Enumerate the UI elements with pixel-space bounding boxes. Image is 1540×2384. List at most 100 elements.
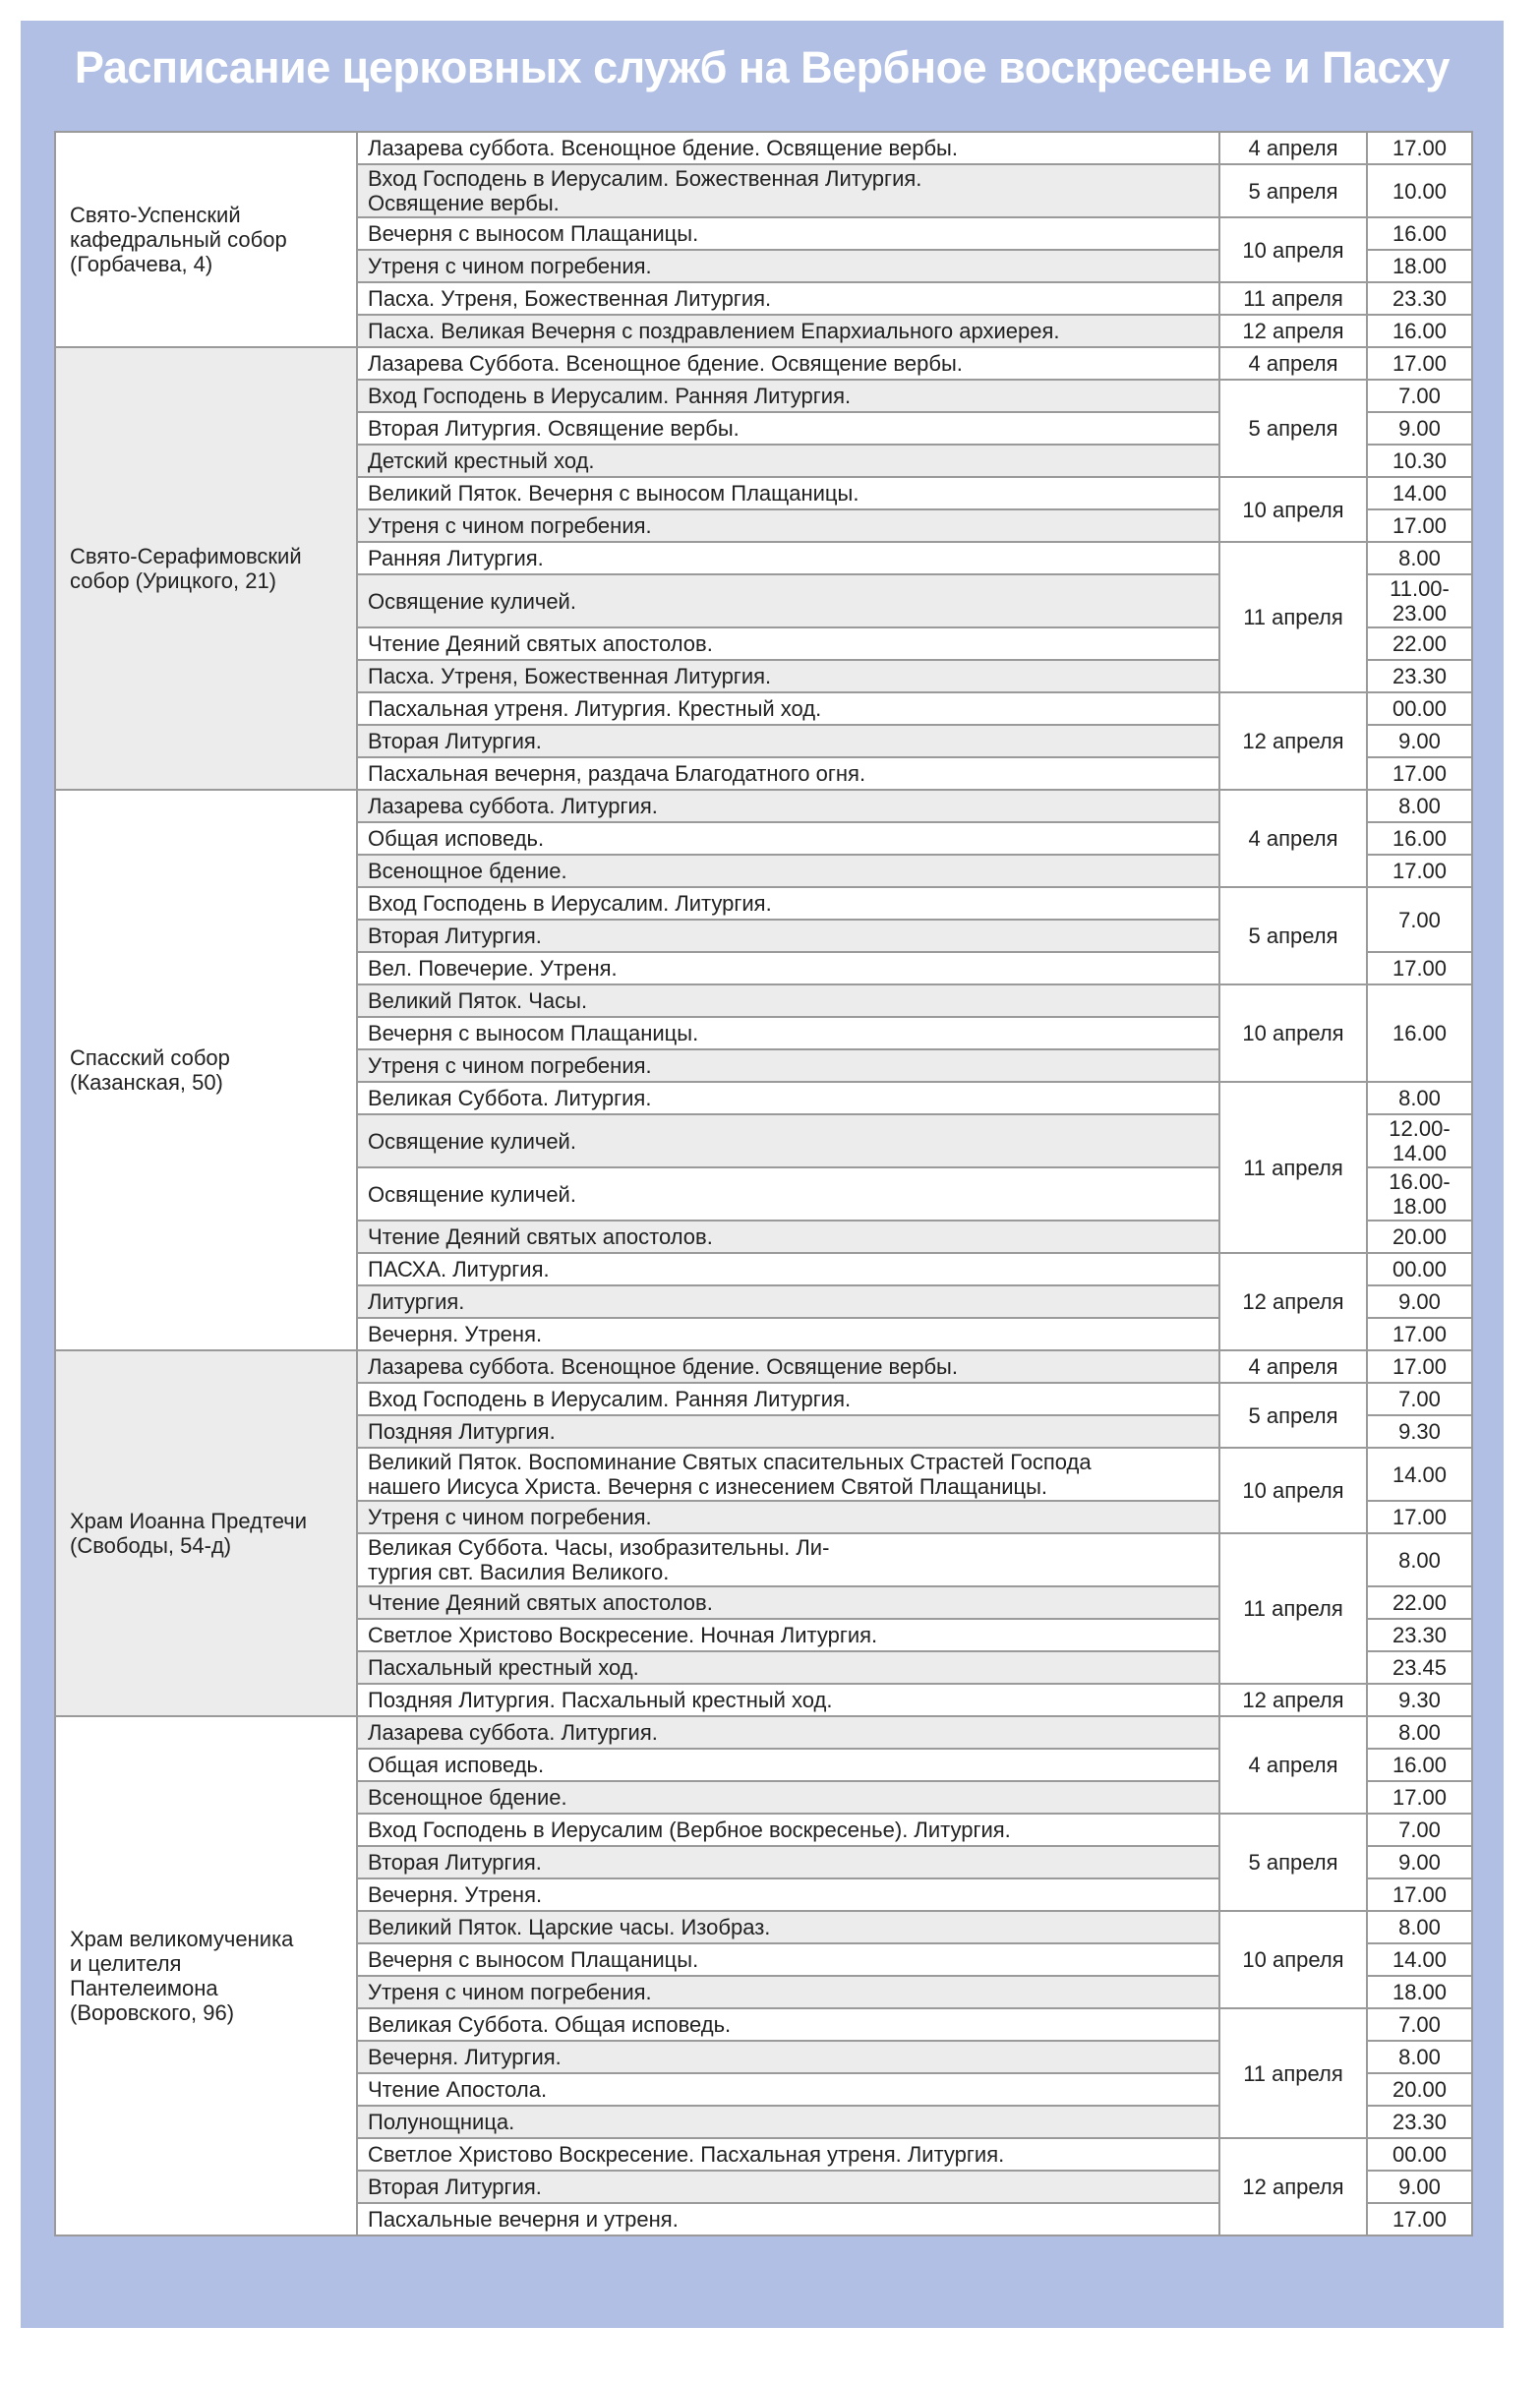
service-name: Вход Господень в Иерусалим. Литургия. xyxy=(356,886,1220,921)
service-time: 10.30 xyxy=(1366,444,1473,478)
service-time: 9.00 xyxy=(1366,411,1473,446)
schedule-row: Вторая Литургия. 9.00 xyxy=(55,1845,1473,1879)
service-date: 11 апреля xyxy=(1218,1532,1368,1685)
service-time: 00.00 xyxy=(1366,691,1473,726)
service-name: Освящение куличей. xyxy=(356,1113,1220,1168)
service-name: Всенощное бдение. xyxy=(356,1780,1220,1815)
service-name: Утреня с чином погребения. xyxy=(356,1975,1220,2009)
service-name: Чтение Деяний святых апостолов. xyxy=(356,1220,1220,1254)
service-name: Утреня с чином погребения. xyxy=(356,508,1220,543)
schedule-row: Светлое Христово Воскресение. Пасхальная… xyxy=(55,2137,1473,2236)
schedule-row: Всенощное бдение. 17.00 xyxy=(55,1780,1473,1815)
service-name: Общая исповедь. xyxy=(356,1748,1220,1782)
service-name: Ранняя Литургия. xyxy=(356,541,1220,575)
service-time: 17.00 xyxy=(1366,2202,1473,2236)
service-date: 12 апреля xyxy=(1218,1252,1368,1351)
service-name: Литургия. xyxy=(356,1284,1220,1319)
service-name: Пасхальный крестный ход. xyxy=(356,1650,1220,1685)
schedule-row: Чтение Деяний святых апостолов. 22.00 xyxy=(55,1585,1473,1620)
service-name: Общая исповедь. xyxy=(356,821,1220,856)
schedule-row: Вход Господень в Иерусалим. Божественная… xyxy=(55,163,1473,218)
service-name: Чтение Деяний святых апостолов. xyxy=(356,626,1220,661)
service-time: 16.00- 18.00 xyxy=(1366,1166,1473,1222)
service-date: 10 апреля xyxy=(1218,1910,1368,2009)
service-time: 12.00- 14.00 xyxy=(1366,1113,1473,1168)
service-name: Вечерня с выносом Плащаницы. xyxy=(356,1016,1220,1050)
service-name: Пасхальная вечерня, раздача Благодатного… xyxy=(356,756,1220,791)
schedule-row: Храм великомученика и целителя Пантелеим… xyxy=(54,1715,1473,2236)
schedule-row: Вечерня с выносом Плащаницы. 10 апреля 16.… xyxy=(55,216,1473,283)
schedule-row: Полунощница. 23.30 xyxy=(55,2105,1473,2139)
service-time: 11.00- 23.00 xyxy=(1366,573,1473,628)
schedule-row: Храм Иоанна Предтечи (Свободы, 54-д) Лаза… xyxy=(54,1349,1473,1717)
service-name: Великий Пяток. Царские часы. Изобраз. xyxy=(356,1910,1220,1944)
title: Расписание церковных служб на Вербное во… xyxy=(74,42,1451,92)
schedule-row: Вечерня. Утреня. 17.00 xyxy=(55,1317,1473,1351)
service-name: Освящение куличей. xyxy=(356,1166,1220,1222)
service-name: Вечерня. Утреня. xyxy=(356,1317,1220,1351)
service-date: 12 апреля xyxy=(1218,314,1368,348)
service-date: 5 апреля xyxy=(1218,1813,1368,1912)
service-time: 9.30 xyxy=(1366,1683,1473,1717)
service-date: 5 апреля xyxy=(1218,379,1368,478)
service-name: Чтение Деяний святых апостолов. xyxy=(356,1585,1220,1620)
service-name: Поздняя Литургия. Пасхальный крестный хо… xyxy=(356,1683,1220,1717)
service-name: Полунощница. xyxy=(356,2105,1220,2139)
schedule-row: Освящение куличей. 12.00- 14.00 xyxy=(55,1113,1473,1168)
service-time: 7.00 xyxy=(1366,379,1473,413)
schedule-row: Вторая Литургия. Освящение вербы. 9.00 xyxy=(55,411,1473,446)
service-time: 9.00 xyxy=(1366,1845,1473,1879)
service-time: 10.00 xyxy=(1366,163,1473,218)
service-name: Пасхальные вечерня и утреня. xyxy=(356,2202,1220,2236)
schedule-row: Пасхальная вечерня, раздача Благодатного… xyxy=(55,756,1473,791)
service-name: Чтение Апостола. xyxy=(356,2072,1220,2107)
schedule-row: Всенощное бдение. 17.00 xyxy=(55,854,1473,888)
service-time: 14.00 xyxy=(1366,1942,1473,1977)
service-time: 23.45 xyxy=(1366,1650,1473,1685)
service-name: Великая Суббота. Часы, изобразительны. Л… xyxy=(356,1532,1220,1587)
service-time: 23.30 xyxy=(1366,2105,1473,2139)
service-time: 8.00 xyxy=(1366,1715,1473,1750)
service-name: Великая Суббота. Общая исповедь. xyxy=(356,2007,1220,2042)
service-name: Вход Господень в Иерусалим. Ранняя Литур… xyxy=(356,1382,1220,1416)
service-name: Лазарева суббота. Литургия. xyxy=(356,789,1220,823)
service-time: 14.00 xyxy=(1366,1447,1473,1502)
service-name: Великий Пяток. Часы. xyxy=(356,983,1220,1018)
service-name: Вход Господень в Иерусалим (Вербное воск… xyxy=(356,1813,1220,1847)
service-time: 20.00 xyxy=(1366,1220,1473,1254)
schedule-row: Свято-Успенский кафедральный собор (Горб… xyxy=(54,131,1473,348)
service-date: 4 апреля xyxy=(1218,346,1368,381)
service-time: 8.00 xyxy=(1366,1532,1473,1587)
service-time: 16.00 xyxy=(1366,216,1473,251)
service-time: 18.00 xyxy=(1366,1975,1473,2009)
schedule-row: Спасский собор (Казанская, 50) Лазарева с… xyxy=(54,789,1473,1351)
service-time: 9.00 xyxy=(1366,1284,1473,1319)
church-name: Свято-Серафимовский собор (Урицкого, 21) xyxy=(54,346,358,791)
schedule-row: Вечерня с выносом Плащаницы. 14.00 xyxy=(55,1942,1473,1977)
service-name: Пасхальная утреня. Литургия. Крестный хо… xyxy=(356,691,1220,726)
service-date: 12 апреля xyxy=(1218,1683,1368,1717)
schedule-row: Вечерня с выносом Плащаницы. xyxy=(55,1016,1472,1050)
schedule-row: Великая Суббота. Литургия. 11 апреля 8.00 xyxy=(55,1081,1473,1254)
schedule-row: Чтение Деяний святых апостолов. 20.00 xyxy=(55,1220,1473,1254)
service-date: 4 апреля xyxy=(1218,789,1368,888)
schedule-row: Великий Пяток. Часы. 10 апреля 16.00 xyxy=(55,983,1473,1083)
church-name: Спасский собор (Казанская, 50) xyxy=(54,789,358,1351)
service-date: 10 апреля xyxy=(1218,983,1368,1083)
service-time: 7.00 xyxy=(1366,886,1473,953)
service-time: 7.00 xyxy=(1366,1382,1473,1416)
schedule-row: Вторая Литургия. xyxy=(55,919,1472,953)
service-date: 4 апреля xyxy=(1218,131,1368,165)
service-name: Вечерня. Утреня. xyxy=(356,1877,1220,1912)
schedule-row: Великая Суббота. Общая исповедь. 11 апрел… xyxy=(55,2007,1473,2139)
service-date: 10 апреля xyxy=(1218,476,1368,543)
service-time: 17.00 xyxy=(1366,1780,1473,1815)
service-time: 17.00 xyxy=(1366,346,1473,381)
service-time: 17.00 xyxy=(1366,1877,1473,1912)
service-time: 16.00 xyxy=(1366,983,1473,1083)
service-time: 16.00 xyxy=(1366,821,1473,856)
service-date: 11 апреля xyxy=(1218,281,1368,316)
church-name: Храм великомученика и целителя Пантелеим… xyxy=(54,1715,358,2236)
